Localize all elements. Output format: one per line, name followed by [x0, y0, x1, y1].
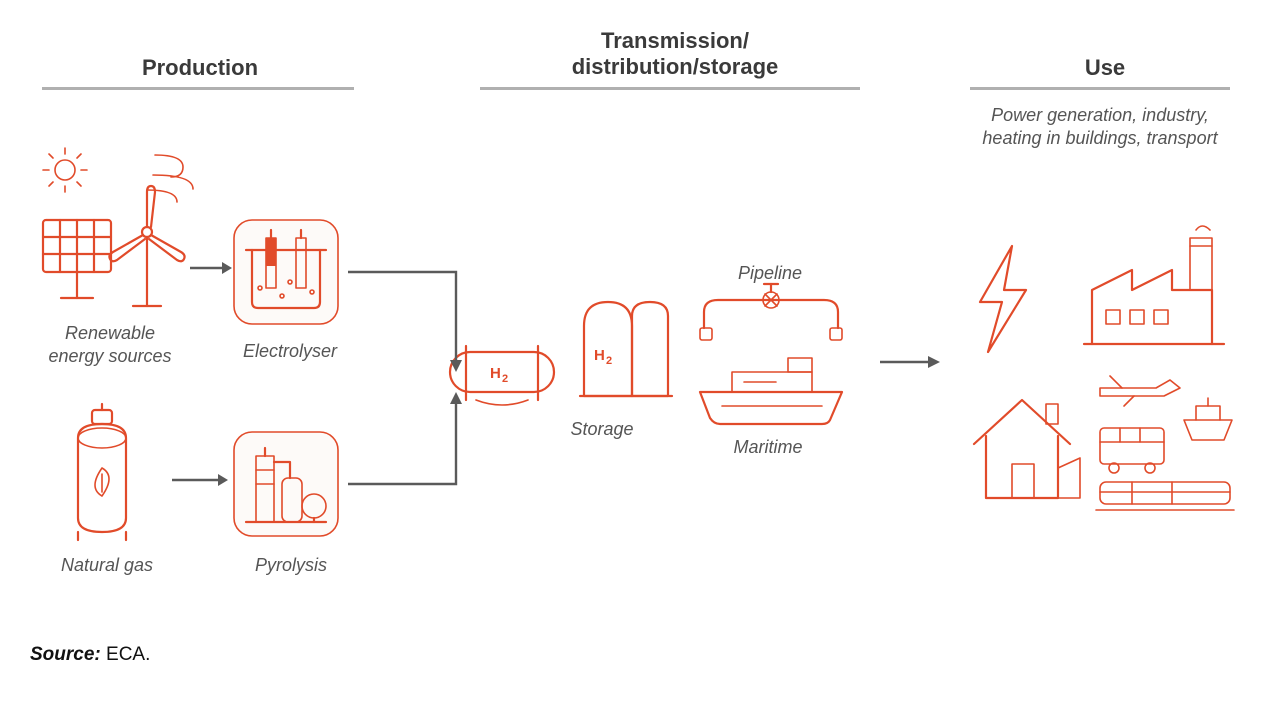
svg-text:2: 2 [502, 373, 508, 385]
source-credit: Source: ECA. [30, 644, 150, 666]
pyrolysis-icon [232, 430, 340, 538]
lightning-icon [966, 240, 1041, 360]
source-label: Source: [30, 644, 101, 665]
label-pyrolysis: Pyrolysis [246, 554, 336, 577]
factory-icon [1078, 220, 1228, 350]
subtitle-use: Power generation, industry, heating in b… [960, 104, 1240, 151]
storage-tanks-icon: H2 [572, 292, 682, 412]
transport-icon [1092, 370, 1242, 520]
arrow-gas-to-pyrolysis [170, 470, 230, 490]
rule-production [42, 87, 354, 90]
label-electrolyser: Electrolyser [235, 340, 345, 363]
arrow-renewable-to-electrolyser [188, 258, 234, 278]
rule-transmission [480, 87, 860, 90]
label-pipeline: Pipeline [725, 262, 815, 285]
svg-text:2: 2 [606, 355, 612, 367]
electrolyser-icon [232, 218, 340, 326]
renewable-energy-icon [35, 140, 205, 315]
natural-gas-icon [62, 400, 142, 545]
label-natural-gas: Natural gas [52, 554, 162, 577]
label-storage: Storage [557, 418, 647, 441]
house-icon [956, 380, 1086, 510]
pipeline-icon [696, 290, 846, 345]
label-maritime: Maritime [718, 436, 818, 459]
label-renewable: Renewable energy sources [35, 322, 185, 369]
arrow-electrolyser-to-h2 [346, 262, 496, 382]
heading-production: Production [120, 55, 280, 81]
source-value: ECA. [106, 644, 150, 665]
maritime-ship-icon [692, 350, 857, 430]
arrow-to-use [878, 352, 942, 372]
svg-text:H: H [594, 347, 605, 364]
heading-use: Use [1075, 55, 1135, 81]
rule-use [970, 87, 1230, 90]
arrow-pyrolysis-to-h2 [346, 390, 496, 500]
heading-transmission: Transmission/ distribution/storage [560, 28, 790, 80]
